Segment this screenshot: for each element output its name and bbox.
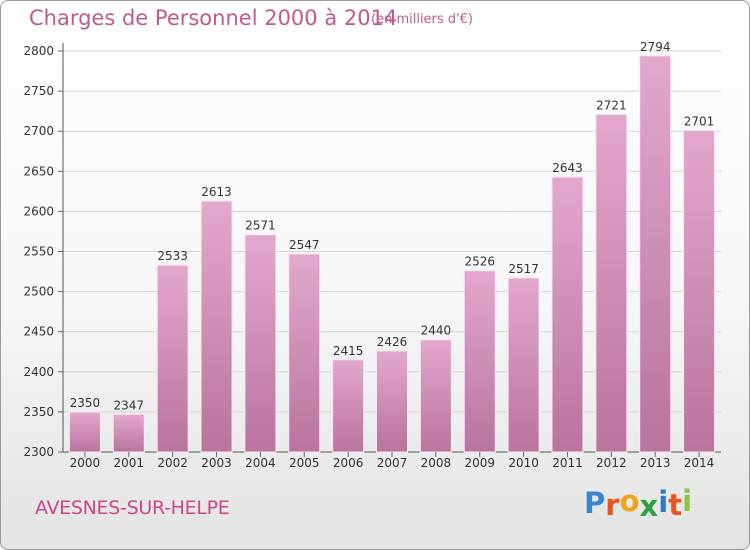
x-tick-label: 2009 xyxy=(464,456,495,470)
x-tick-label: 2006 xyxy=(333,456,364,470)
logo-letter: o xyxy=(619,484,640,518)
logo-letter: x xyxy=(639,489,659,523)
x-tick-label: 2014 xyxy=(684,456,715,470)
bar xyxy=(463,270,496,453)
x-tick-label: 2008 xyxy=(421,456,452,470)
bar-value-label: 2347 xyxy=(114,398,145,412)
x-tick-label: 2004 xyxy=(245,456,276,470)
x-tick-label: 2005 xyxy=(289,456,320,470)
x-tick-label: 2003 xyxy=(201,456,232,470)
bar-value-label: 2613 xyxy=(201,185,232,199)
bar xyxy=(200,200,233,453)
x-tick-label: 2000 xyxy=(70,456,101,470)
x-tick-label: 2007 xyxy=(377,456,408,470)
bar-value-label: 2426 xyxy=(377,335,408,349)
logo-letter: r xyxy=(605,488,620,522)
x-tick-label: 2011 xyxy=(552,456,583,470)
bar-value-label: 2526 xyxy=(464,255,495,269)
bar-value-label: 2415 xyxy=(333,344,364,358)
bar-value-label: 2571 xyxy=(245,219,276,233)
logo-letter: i xyxy=(682,484,693,518)
logo-letter: t xyxy=(668,488,683,522)
y-tick-label: 2350 xyxy=(23,405,54,419)
proxiti-logo: Proxiti xyxy=(584,484,693,523)
bar-value-label: 2350 xyxy=(70,396,101,410)
location-name: AVESNES-SUR-HELPE xyxy=(35,497,230,519)
y-tick-label: 2450 xyxy=(23,325,54,339)
bar-value-label: 2721 xyxy=(596,98,627,112)
bar xyxy=(68,411,101,453)
bar-value-label: 2794 xyxy=(640,40,671,54)
x-tick-label: 2001 xyxy=(114,456,145,470)
y-tick-label: 2750 xyxy=(23,84,54,98)
bar xyxy=(332,359,365,453)
bar xyxy=(156,264,189,453)
bar-value-label: 2533 xyxy=(157,249,188,263)
bar-value-label: 2440 xyxy=(421,324,452,338)
bar xyxy=(419,339,452,453)
logo-letter: P xyxy=(584,486,606,520)
bar xyxy=(376,350,408,453)
bar-value-label: 2701 xyxy=(684,114,715,128)
chart-subtitle: (en milliers d'€) xyxy=(371,12,473,27)
chart-title: Charges de Personnel 2000 à 2014 xyxy=(29,6,398,30)
y-tick-label: 2300 xyxy=(23,445,54,459)
y-tick-label: 2400 xyxy=(23,365,54,379)
bar xyxy=(288,253,321,453)
x-tick-label: 2010 xyxy=(508,456,539,470)
bar xyxy=(551,176,584,453)
bar xyxy=(112,413,145,453)
bar xyxy=(639,55,672,453)
x-tick-label: 2012 xyxy=(596,456,627,470)
y-tick-label: 2550 xyxy=(23,245,54,259)
x-tick-label: 2013 xyxy=(640,456,671,470)
y-tick-label: 2500 xyxy=(23,285,54,299)
logo-letter: i xyxy=(658,485,669,519)
bar xyxy=(244,234,277,453)
bar-value-label: 2517 xyxy=(508,262,539,276)
bar xyxy=(595,113,628,453)
x-tick-label: 2002 xyxy=(157,456,188,470)
y-tick-label: 2600 xyxy=(23,204,54,218)
y-tick-label: 2700 xyxy=(23,124,54,138)
bar-value-label: 2643 xyxy=(552,161,583,175)
bar xyxy=(683,129,716,453)
bar xyxy=(507,277,540,453)
y-tick-label: 2800 xyxy=(23,44,54,58)
bar-value-label: 2547 xyxy=(289,238,320,252)
y-tick-label: 2650 xyxy=(23,164,54,178)
